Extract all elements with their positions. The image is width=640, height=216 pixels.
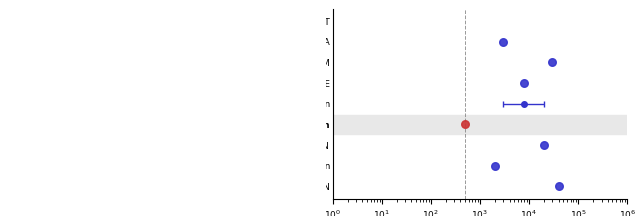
Point	[554, 185, 564, 188]
Point	[490, 164, 500, 167]
Point	[547, 61, 557, 64]
Point	[539, 143, 549, 147]
Point	[499, 40, 509, 43]
Point	[460, 123, 470, 126]
Bar	[333, 115, 627, 134]
Point	[519, 81, 529, 85]
